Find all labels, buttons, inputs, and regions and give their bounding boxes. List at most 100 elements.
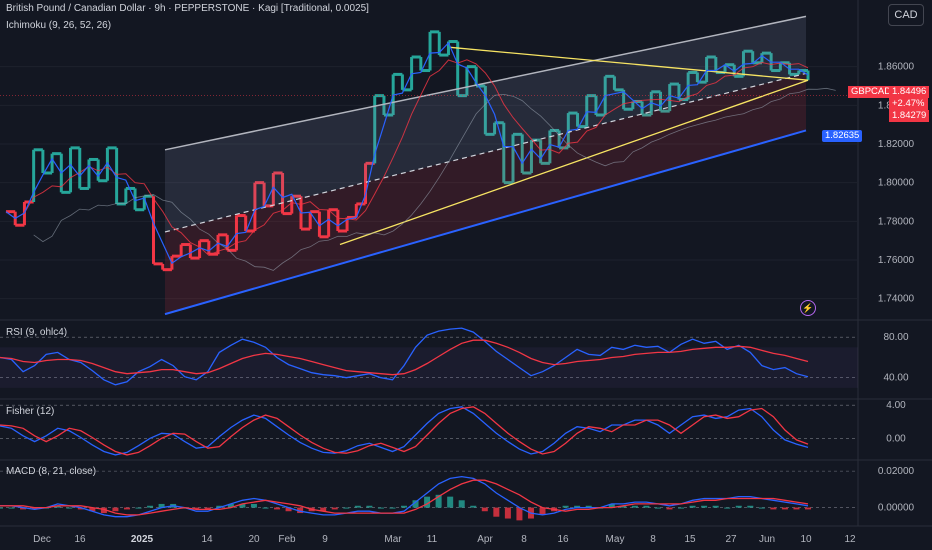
macd-histogram-bar [320,507,327,512]
macd-histogram-bar [285,507,292,512]
macd-histogram-bar [135,507,142,509]
macd-histogram-bar [250,503,257,508]
macd-histogram-bar [54,505,61,508]
macd-histogram-bar [493,507,500,517]
ref-price-tag: 1.84279 [889,110,930,122]
x-tick-label: 14 [201,534,213,545]
macd-histogram-bar [77,507,84,510]
y-tick-label: 1.74000 [878,294,915,305]
macd-histogram-bar [262,507,269,509]
rsi-tick-label: 40.00 [883,373,908,384]
x-tick-label: May [606,534,625,545]
macd-histogram-bar [689,505,696,508]
macd-histogram-bar [458,500,465,508]
x-tick-label: 11 [427,534,438,545]
macd-histogram-bar [216,505,223,508]
macd-histogram-bar [712,505,719,508]
macd-histogram-bar [724,507,731,509]
x-tick-label: Jun [759,534,775,545]
x-tick-label: 8 [521,534,527,545]
macd-histogram-bar [297,507,304,514]
macd-legend[interactable]: MACD (8, 21, close) [6,466,97,477]
macd-histogram-bar [204,507,211,510]
macd-histogram-bar [66,507,73,509]
macd-histogram-bar [678,507,685,509]
x-tick-label: 15 [684,534,696,545]
macd-histogram-bar [643,505,650,508]
x-tick-label: 9 [322,534,328,545]
y-tick-label: 1.86000 [878,62,915,73]
x-tick-label: 10 [800,534,812,545]
macd-histogram-bar [747,505,754,508]
rsi-band [0,347,858,388]
macd-histogram-bar [562,505,569,508]
macd-histogram-bar [401,505,407,508]
fisher-line [0,406,809,456]
macd-histogram-bar [239,503,246,508]
ichimoku-legend[interactable]: Ichimoku (9, 26, 52, 26) [6,20,112,31]
x-tick-label: Mar [384,534,402,545]
macd-histogram-bar [631,505,638,508]
y-tick-label: 1.80000 [878,178,915,189]
macd-histogram-bar [112,507,119,512]
macd-histogram-bar [193,507,200,510]
macd-tick-label: 0.00000 [878,503,915,514]
fisher-trigger-line [0,406,809,456]
macd-histogram-bar [770,507,777,510]
currency-button[interactable]: CAD [888,4,924,26]
fisher-legend[interactable]: Fisher (12) [6,406,55,417]
x-tick-label: 8 [650,534,656,545]
triangle-lower-line [339,79,809,246]
macd-histogram-bar [574,505,581,508]
y-tick-label: 1.82000 [878,139,915,150]
x-tick-label: 16 [74,534,86,545]
flash-icon[interactable]: ⚡ [800,300,816,316]
macd-histogram-bar [158,503,165,508]
macd-histogram-bar [89,507,96,512]
macd-histogram-bar [8,507,15,509]
macd-histogram-bar [389,507,396,509]
macd-histogram-bar [735,505,742,508]
chart-title: British Pound / Canadian Dollar · 9h · P… [6,3,369,14]
change-tag: +2.47% [889,98,928,110]
macd-histogram-bar [585,505,592,508]
macd-histogram-bar [654,507,661,509]
macd-histogram-bar [20,507,27,510]
x-tick-label: 27 [725,534,737,545]
macd-histogram-bar [781,507,788,510]
macd-histogram-bar [793,507,800,510]
rsi-signal-line [0,339,809,376]
x-tick-label: 12 [844,534,856,545]
macd-histogram-bar [481,507,488,512]
last-price-tag: 1.84496 [889,86,930,98]
macd-histogram-bar [701,505,708,508]
channel-lower-line [164,129,807,316]
macd-histogram-bar [227,503,234,508]
y-tick-label: 1.76000 [878,255,915,266]
triangle-upper-line [449,46,809,81]
x-tick-label: Dec [33,534,51,545]
macd-tick-label: 0.02000 [878,466,915,477]
macd-histogram-bar [412,500,419,508]
macd-histogram-bar [147,505,154,508]
x-tick-label: 2025 [131,534,154,545]
macd-histogram-bar [539,507,546,515]
symbol-tag: GBPCAD [848,86,895,98]
channel-upper-fill [165,16,806,232]
rsi-line [0,327,809,386]
macd-histogram-bar [366,505,373,508]
macd-signal-line [0,479,809,516]
macd-histogram-bar [447,496,454,508]
macd-histogram-bar [343,507,350,509]
macd-histogram-bar [435,494,442,508]
x-tick-label: 16 [557,534,569,545]
rsi-legend[interactable]: RSI (9, ohlc4) [6,327,68,338]
fisher-tick-label: 0.00 [886,433,906,444]
macd-histogram-bar [123,507,130,510]
macd-histogram-bar [620,505,627,508]
ichimoku-tenkan-line [5,41,809,265]
macd-histogram-bar [516,507,523,521]
fisher-tick-label: 4.00 [886,400,906,411]
macd-histogram-bar [377,507,384,509]
